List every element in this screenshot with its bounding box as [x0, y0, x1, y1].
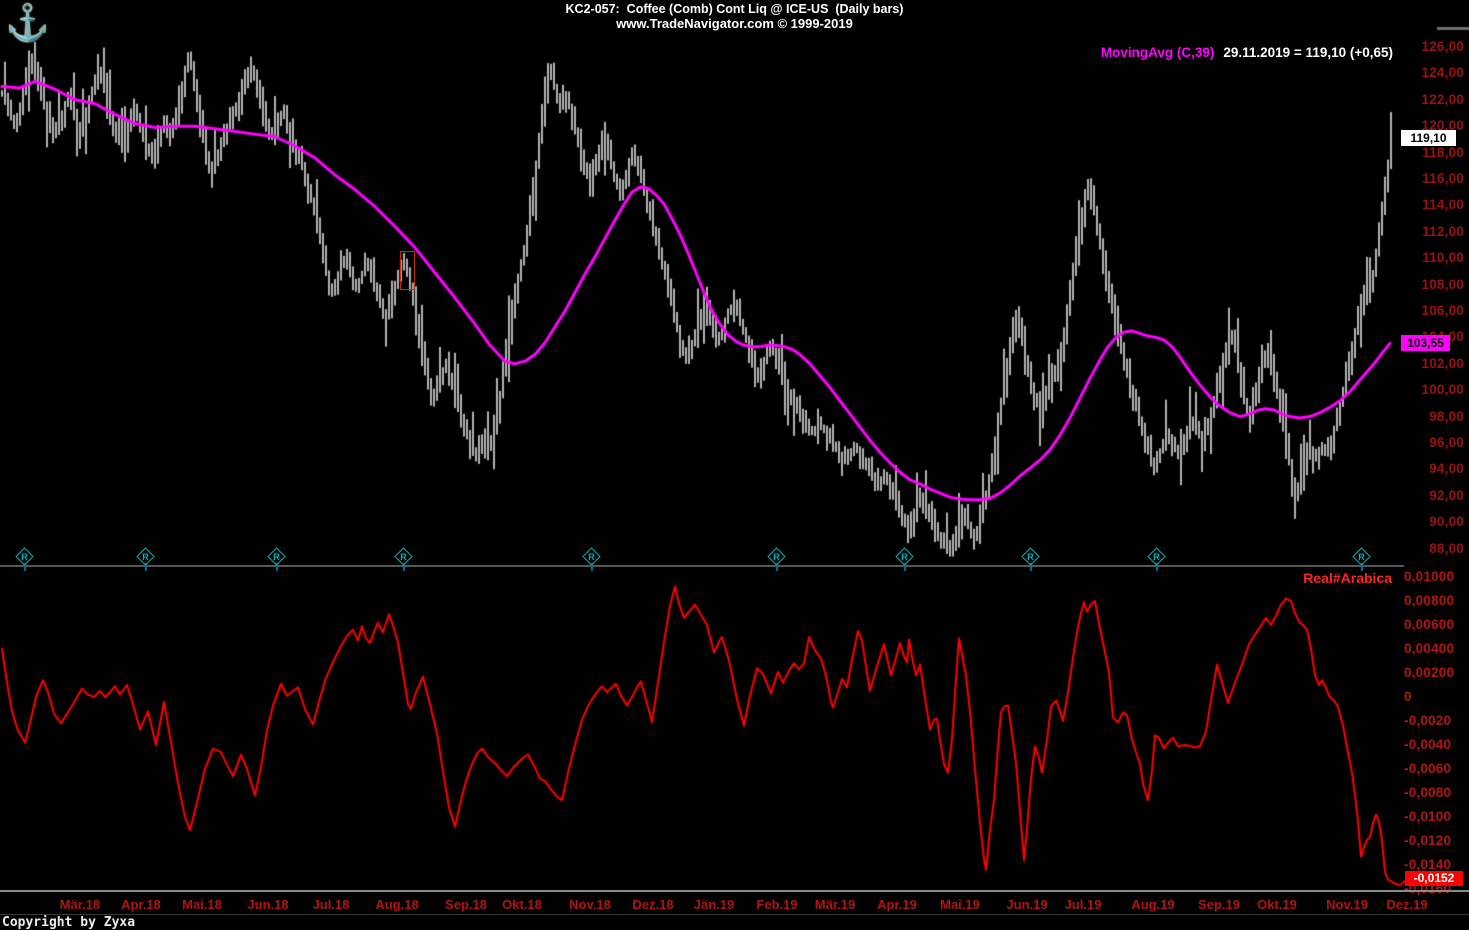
month-label: Mär.19: [814, 897, 856, 912]
rollover-marker-letter: R: [1358, 551, 1365, 562]
month-label: Aug.18: [375, 897, 419, 912]
month-label: Jän.19: [693, 897, 735, 912]
month-label: Mär.18: [59, 897, 101, 912]
month-label: Okt.19: [1257, 897, 1297, 912]
bottom-axis-divider: [0, 890, 1469, 892]
price-axis-tick: 110,00: [1422, 250, 1464, 266]
price-axis-tick: 92,00: [1429, 487, 1464, 503]
annotation-rectangle[interactable]: [400, 251, 415, 290]
price-axis-tick: 114,00: [1422, 197, 1464, 213]
price-axis-tick: 122,00: [1421, 91, 1464, 107]
lower-axis-tick: 0,00600: [1404, 617, 1455, 632]
month-label: Dez.18: [632, 897, 674, 912]
month-label: Nov.19: [1326, 897, 1368, 912]
lower-axis-tick: -0,0080: [1404, 785, 1452, 800]
lower-axis-tick: -0,0020: [1404, 713, 1452, 728]
month-label: Aug.19: [1131, 897, 1175, 912]
copyright-text: Copyright by Zyxa: [2, 915, 136, 930]
month-label: Jul.18: [312, 897, 350, 912]
month-label: Mai.19: [940, 897, 980, 912]
rollover-marker-letter: R: [773, 551, 780, 562]
price-axis-tick: 90,00: [1429, 514, 1464, 530]
price-axis-tick: 96,00: [1429, 435, 1464, 450]
lower-axis-tick: -0,0120: [1404, 833, 1452, 848]
lower-axis-tick: 0: [1404, 689, 1412, 704]
price-axis-tick: 102,00: [1421, 355, 1464, 371]
month-label: Dez.19: [1386, 897, 1428, 912]
last-price-badge: 119,10: [1401, 130, 1456, 146]
rollover-marker-letter: R: [1027, 551, 1034, 562]
moving-average-name: MovingAvg (C,39): [1100, 45, 1215, 60]
moving-average-value: 29.11.2019 = 119,10 (+0,65): [1223, 45, 1393, 60]
rollover-marker-letter: R: [400, 551, 407, 562]
lower-axis-tick: 0,01000: [1404, 569, 1455, 584]
rollover-marker-letter: R: [142, 551, 149, 562]
month-label: Jun.19: [1006, 897, 1048, 912]
month-label: Sep.19: [1198, 897, 1240, 912]
rollover-marker-letter: R: [273, 551, 280, 562]
lower-axis-tick: -0,0140: [1404, 857, 1452, 872]
price-axis-tick: 126,00: [1421, 39, 1464, 54]
price-axis-tick: 116,00: [1422, 171, 1464, 186]
month-label: Apr.19: [877, 897, 917, 912]
moving-average-badge: 103,55: [1401, 335, 1450, 351]
price-axis-tick: 108,00: [1421, 276, 1464, 292]
panel-divider: [0, 565, 1404, 567]
lower-axis-tick: -0,0060: [1404, 761, 1452, 776]
month-label: Okt.18: [502, 897, 542, 912]
lower-axis-tick: 0,00800: [1404, 593, 1455, 608]
price-axis-tick: 112,00: [1422, 223, 1464, 239]
moving-average-legend: MovingAvg (C,39) 29.11.2019 = 119,10 (+0,…: [1093, 30, 1393, 60]
lower-panel-title: Real#Arabica: [1303, 570, 1392, 586]
lower-axis-tick: -0,0040: [1404, 737, 1452, 752]
month-label: Nov.18: [569, 897, 611, 912]
anchor-logo-icon: ⚓: [5, 2, 50, 43]
price-axis-tick: 124,00: [1421, 65, 1464, 81]
rollover-marker-letter: R: [588, 551, 595, 562]
price-axis-tick: 98,00: [1429, 408, 1464, 424]
month-label: Apr.18: [121, 897, 161, 912]
month-label: Jul.19: [1064, 897, 1102, 912]
price-axis-tick: 94,00: [1429, 461, 1464, 477]
lower-axis-tick: 0,00400: [1404, 641, 1455, 656]
lower-axis-tick: -0,0100: [1404, 809, 1452, 824]
month-label: Feb.19: [756, 897, 798, 912]
footer-divider: [0, 914, 1469, 915]
rollover-marker-letter: R: [901, 551, 908, 562]
price-axis-tick: 88,00: [1429, 540, 1464, 556]
rollover-marker-letter: R: [1153, 551, 1160, 562]
month-label: Sep.18: [445, 897, 487, 912]
lower-axis-tick: 0,00200: [1404, 665, 1455, 680]
price-axis-tick: 118,00: [1422, 144, 1464, 160]
rollover-marker-letter: R: [21, 551, 28, 562]
price-axis-tick: 100,00: [1421, 382, 1464, 398]
price-axis-tick: 120,00: [1421, 118, 1464, 134]
month-label: Mai.18: [182, 897, 222, 912]
indicator-value-badge: -0,0152: [1405, 871, 1463, 886]
month-label: Jun.18: [247, 897, 289, 912]
price-axis-tick: 106,00: [1421, 303, 1464, 318]
